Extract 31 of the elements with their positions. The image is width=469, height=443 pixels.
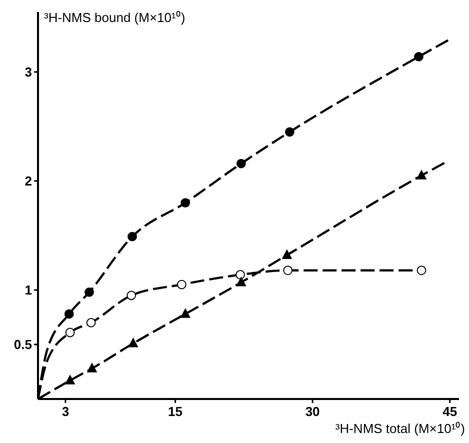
point [126, 290, 136, 300]
point [86, 318, 96, 328]
y-tick-label: 0.5 [14, 336, 32, 352]
y-tick-label: 3 [24, 64, 32, 80]
x-axis-title: ³H-NMS total (M×10¹⁰) [335, 421, 465, 436]
point [65, 375, 75, 384]
point [282, 250, 292, 259]
point [176, 280, 186, 290]
x-tick-label: 45 [442, 404, 458, 419]
point [64, 309, 74, 319]
point [236, 158, 246, 168]
point [84, 287, 94, 297]
point [87, 363, 97, 372]
x-tick-label: 15 [168, 404, 183, 419]
point [128, 232, 137, 242]
x-tick-label: 3 [62, 404, 70, 419]
point [236, 270, 245, 280]
y-tick-label: 2 [24, 173, 32, 188]
point [283, 266, 293, 276]
point [236, 276, 246, 286]
point [65, 328, 75, 338]
y-tick-label: 1 [24, 282, 32, 298]
point [416, 266, 426, 276]
point [414, 52, 424, 62]
point [416, 170, 426, 180]
point [284, 127, 294, 137]
x-tick-label: 30 [305, 404, 320, 419]
point [180, 308, 190, 318]
y-axis-title: ³H-NMS bound (M×10¹⁰) [44, 10, 186, 25]
point [128, 338, 138, 348]
point [180, 198, 190, 208]
